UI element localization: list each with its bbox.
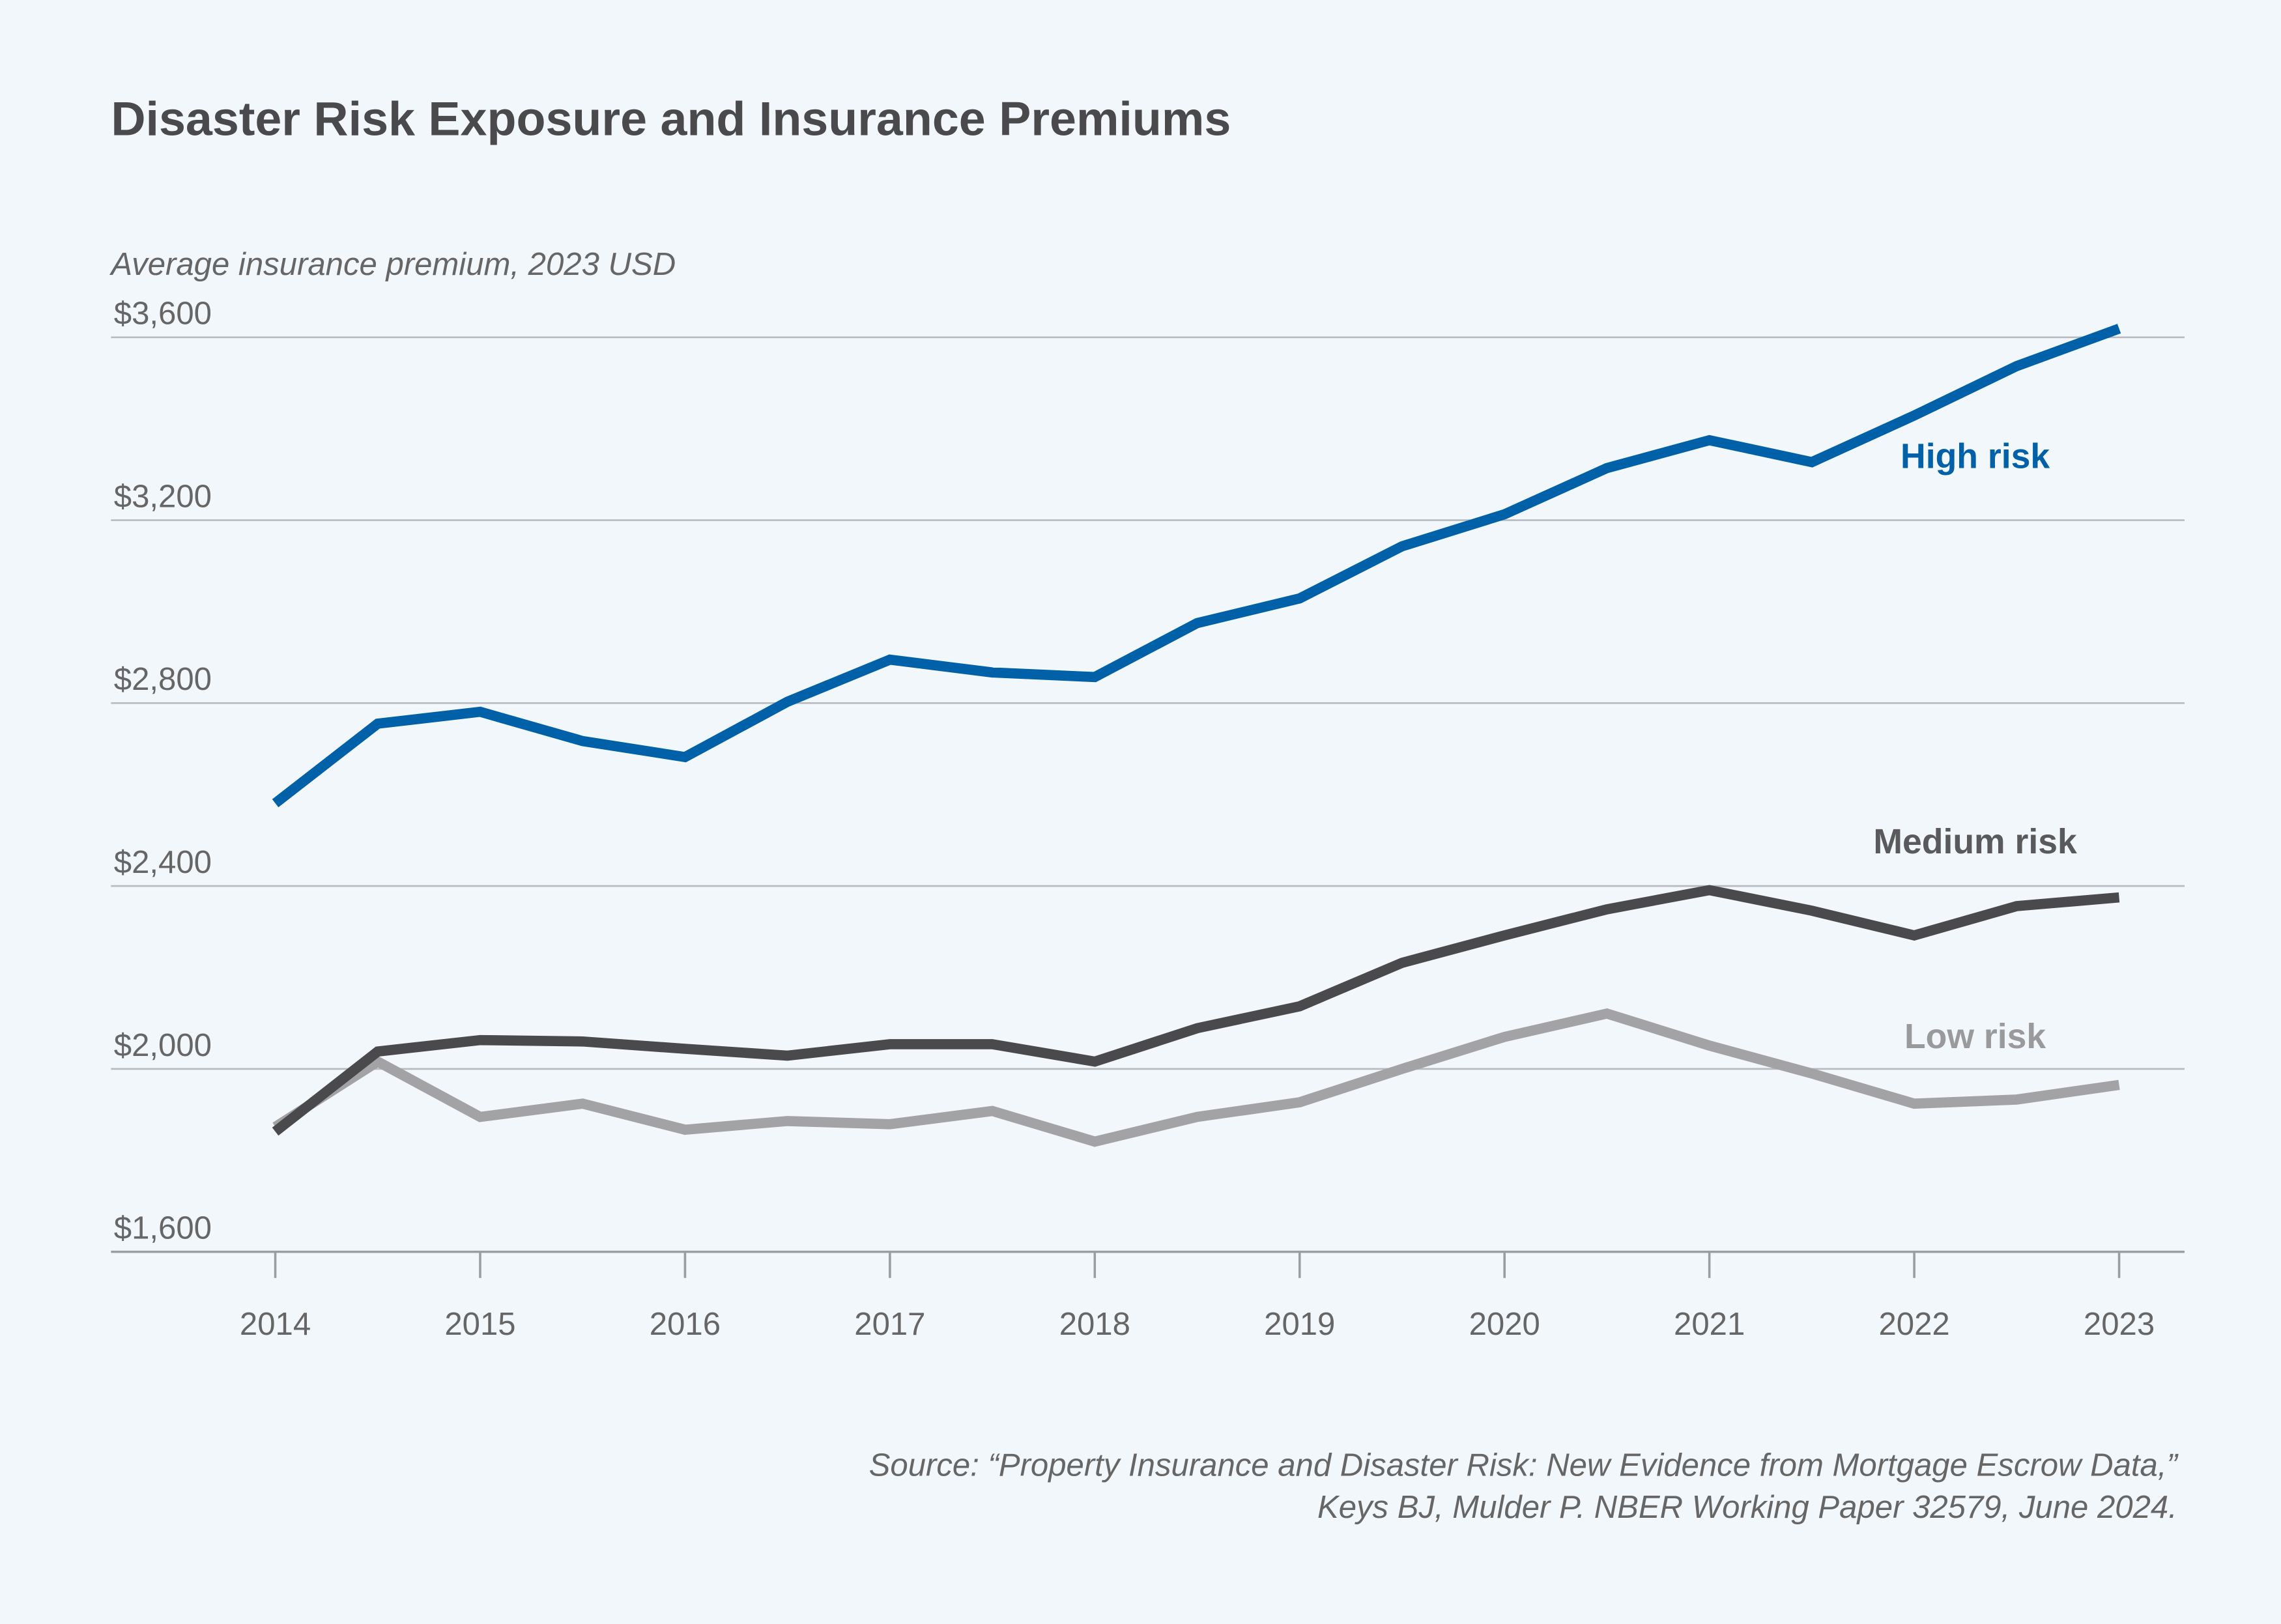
x-tick-label: 2017 bbox=[854, 1307, 925, 1342]
y-tick-label: $2,400 bbox=[114, 845, 212, 880]
y-tick-label: $1,600 bbox=[114, 1211, 212, 1246]
gridlines: $1,600 $2,000 $2,400 $2,800 $3,200 $3,600 bbox=[111, 296, 2185, 1253]
x-tick-label: 2019 bbox=[1264, 1307, 1335, 1342]
series-line-medium-risk bbox=[272, 885, 2120, 1136]
source-line-2: Keys BJ, Mulder P. NBER Working Paper 32… bbox=[1317, 1490, 2177, 1525]
source-line-1: Source: “Property Insurance and Disaster… bbox=[869, 1447, 2179, 1483]
y-tick-label: $2,800 bbox=[114, 662, 212, 697]
series-lines bbox=[272, 324, 2121, 1147]
y-tick-label: $2,000 bbox=[114, 1028, 212, 1063]
x-tick-label: 2021 bbox=[1674, 1307, 1745, 1342]
series-label-low-risk: Low risk bbox=[1904, 1018, 2046, 1056]
series-label-medium-risk: Medium risk bbox=[1873, 823, 2077, 861]
series-line-low-risk bbox=[272, 1008, 2120, 1147]
x-axis: 2014 2015 2016 2017 2018 2019 2020 2021 2022 2023 bbox=[240, 1251, 2155, 1342]
x-tick-label: 2022 bbox=[1878, 1307, 1949, 1342]
y-tick-label: $3,200 bbox=[114, 479, 212, 514]
series-label-high-risk: High risk bbox=[1901, 438, 2050, 476]
y-tick-label: $3,600 bbox=[114, 296, 212, 332]
x-tick-label: 2014 bbox=[240, 1307, 311, 1342]
x-tick-label: 2015 bbox=[444, 1307, 515, 1342]
chart-title: Disaster Risk Exposure and Insurance Pre… bbox=[111, 92, 1231, 146]
x-tick-label: 2020 bbox=[1469, 1307, 1540, 1342]
x-tick-label: 2018 bbox=[1059, 1307, 1130, 1342]
x-tick-label: 2016 bbox=[650, 1307, 721, 1342]
x-tick-label: 2023 bbox=[2084, 1307, 2155, 1342]
series-line-high-risk bbox=[272, 324, 2121, 808]
y-axis-label: Average insurance premium, 2023 USD bbox=[109, 247, 676, 282]
